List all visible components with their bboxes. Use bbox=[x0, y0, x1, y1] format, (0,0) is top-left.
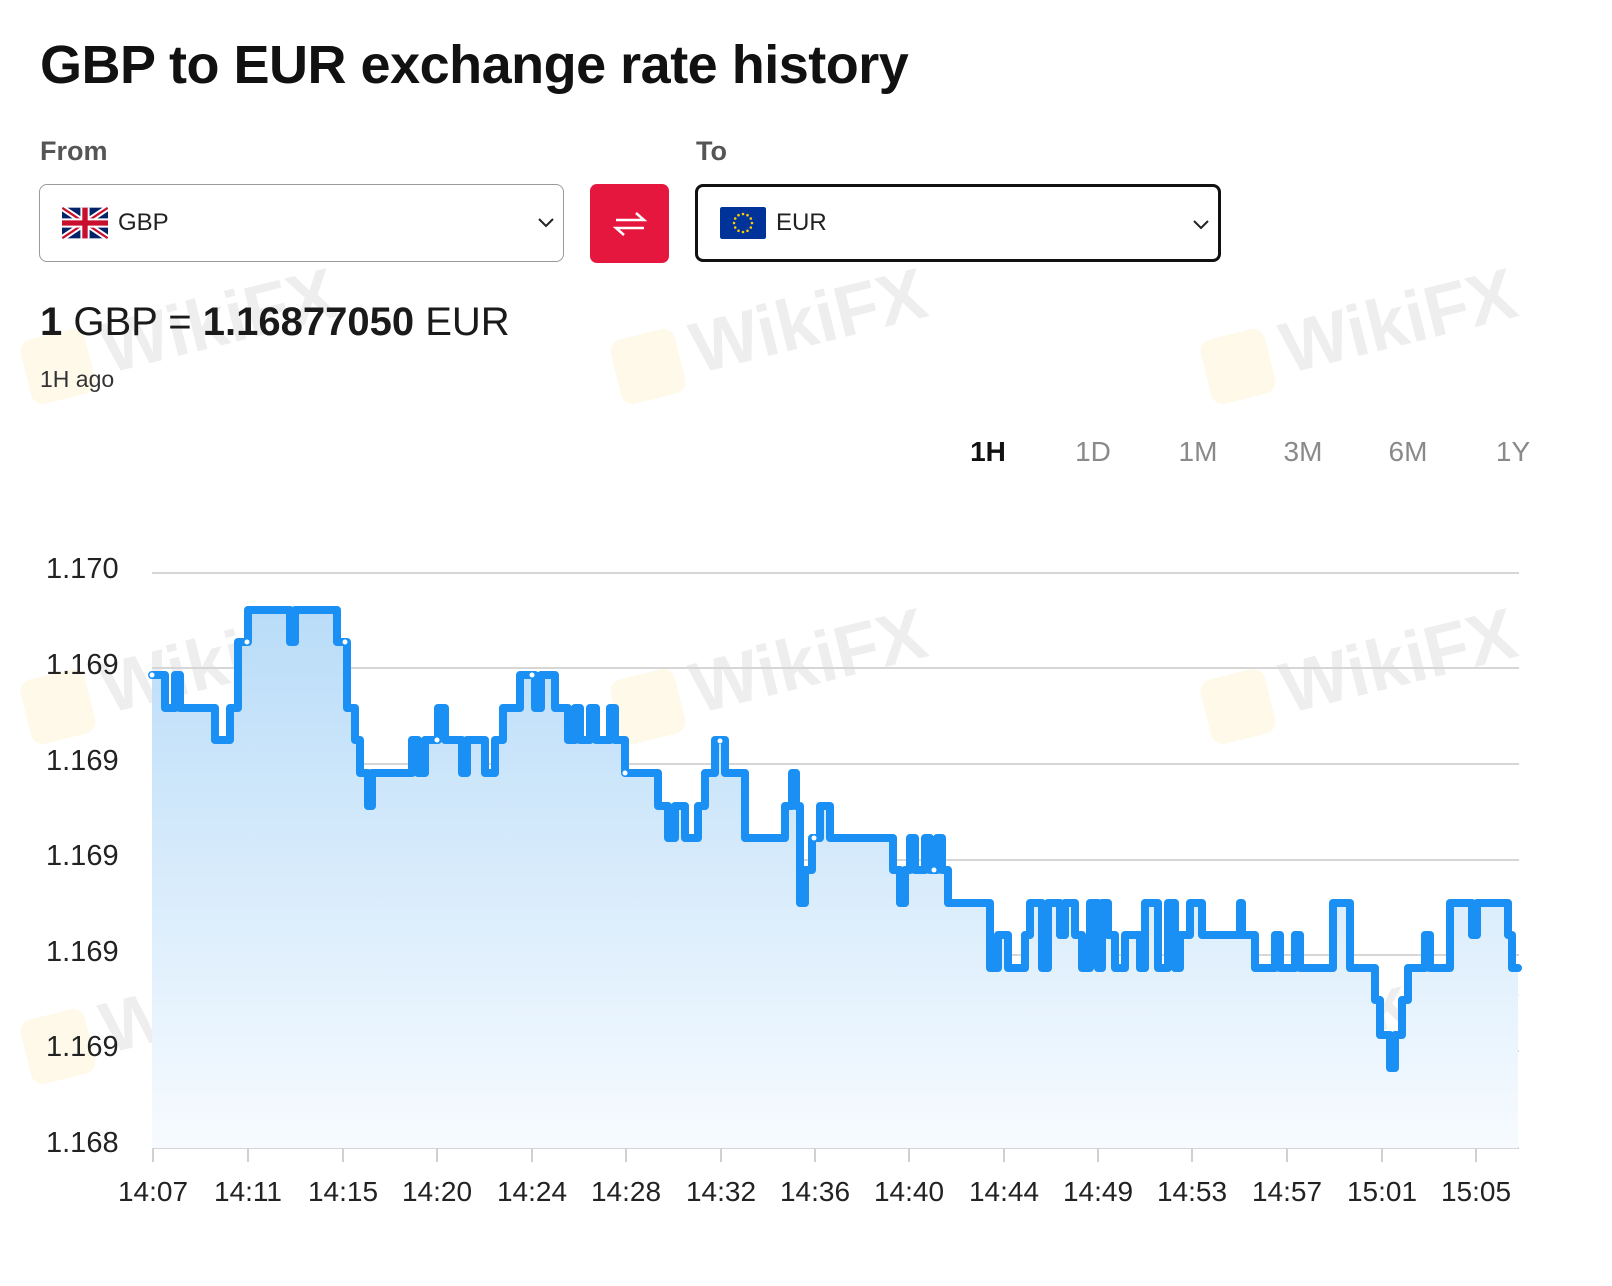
rate-area-fill bbox=[152, 610, 1518, 1148]
swap-arrows-icon bbox=[612, 211, 647, 236]
from-currency-select[interactable]: GBP bbox=[39, 184, 564, 262]
y-tick-label: 1.169 bbox=[46, 745, 119, 777]
x-tick-label: 14:07 bbox=[117, 1176, 189, 1207]
range-tab-1m[interactable]: 1M bbox=[1178, 436, 1218, 467]
y-tick-label: 1.170 bbox=[46, 553, 119, 585]
range-tab-1h[interactable]: 1H bbox=[970, 436, 1006, 467]
x-tick-label: 14:53 bbox=[1156, 1176, 1228, 1207]
rate-to-code: EUR bbox=[425, 300, 510, 344]
rate-amount: 1 bbox=[40, 300, 63, 344]
x-tick-label: 14:36 bbox=[779, 1176, 851, 1207]
y-tick-label: 1.169 bbox=[46, 1031, 119, 1063]
eu-flag-icon bbox=[720, 207, 766, 239]
x-tick-label: 14:32 bbox=[685, 1176, 757, 1207]
exchange-rate-display: 1 GBP = 1.16877050 EUR bbox=[40, 300, 510, 345]
y-tick-label: 1.169 bbox=[46, 936, 119, 968]
to-currency-code: EUR bbox=[776, 209, 827, 236]
x-tick-label: 14:44 bbox=[968, 1176, 1040, 1207]
from-currency-code: GBP bbox=[118, 209, 169, 236]
x-tick-label: 15:01 bbox=[1346, 1176, 1418, 1207]
y-tick-label: 1.169 bbox=[46, 649, 119, 681]
y-tick-label: 1.169 bbox=[46, 840, 119, 872]
x-axis-ticks bbox=[152, 1148, 1477, 1162]
time-range-tabs: 1H 1D 1M 3M 6M 1Y bbox=[950, 436, 1550, 476]
rate-value: 1.16877050 bbox=[202, 300, 415, 344]
x-tick-label: 14:40 bbox=[873, 1176, 945, 1207]
range-tab-1d[interactable]: 1D bbox=[1075, 436, 1111, 467]
x-tick-label: 15:05 bbox=[1440, 1176, 1512, 1207]
range-tab-6m[interactable]: 6M bbox=[1388, 436, 1428, 467]
x-tick-label: 14:49 bbox=[1062, 1176, 1134, 1207]
x-tick-label: 14:11 bbox=[214, 1176, 282, 1207]
rate-equals: = bbox=[168, 300, 192, 344]
uk-flag-icon bbox=[62, 207, 108, 239]
swap-currencies-button[interactable] bbox=[590, 184, 669, 263]
x-tick-label: 14:15 bbox=[307, 1176, 379, 1207]
range-tab-1y[interactable]: 1Y bbox=[1495, 436, 1531, 467]
to-label: To bbox=[696, 136, 727, 166]
rate-updated-time: 1H ago bbox=[40, 366, 115, 392]
to-currency-select[interactable]: EUR bbox=[695, 184, 1221, 262]
from-label: From bbox=[40, 136, 108, 166]
chevron-down-icon bbox=[1193, 220, 1209, 230]
y-tick-label: 1.168 bbox=[46, 1127, 119, 1159]
data-point-markers bbox=[149, 639, 937, 873]
x-tick-label: 14:20 bbox=[401, 1176, 473, 1207]
x-tick-label: 14:28 bbox=[590, 1176, 662, 1207]
rate-line bbox=[148, 606, 1522, 1072]
page-title: GBP to EUR exchange rate history bbox=[40, 35, 909, 95]
x-tick-label: 14:24 bbox=[496, 1176, 568, 1207]
x-tick-label: 14:57 bbox=[1251, 1176, 1323, 1207]
range-tab-3m[interactable]: 3M bbox=[1283, 436, 1323, 467]
chevron-down-icon bbox=[538, 218, 554, 228]
rate-from-code: GBP bbox=[73, 300, 158, 344]
